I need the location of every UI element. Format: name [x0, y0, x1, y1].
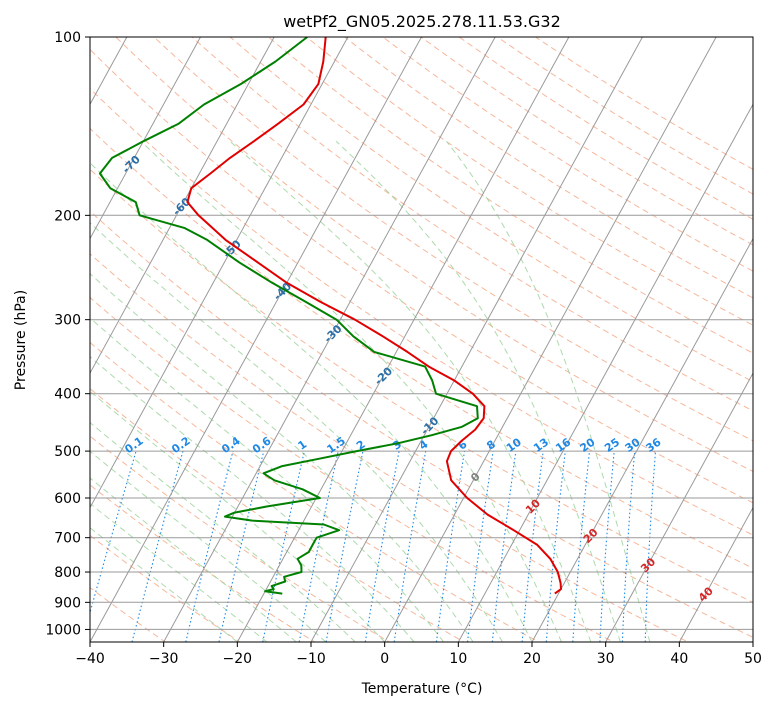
x-tick-label: 50 [744, 651, 762, 667]
y-tick-label: 300 [54, 313, 81, 329]
y-tick-label: 900 [54, 595, 81, 611]
y-tick-label: 800 [54, 565, 81, 581]
y-tick-label: 500 [54, 444, 81, 460]
x-tick-label: 30 [597, 651, 615, 667]
x-tick-label: −30 [149, 651, 179, 667]
x-tick-label: −20 [223, 651, 253, 667]
y-tick-label: 400 [54, 387, 81, 403]
x-tick-label: 10 [449, 651, 467, 667]
y-tick-label: 200 [54, 208, 81, 224]
x-tick-label: −10 [296, 651, 326, 667]
y-tick-label: 700 [54, 531, 81, 547]
y-axis-label: Pressure (hPa) [13, 290, 29, 390]
x-tick-label: 40 [670, 651, 688, 667]
x-tick-label: −40 [75, 651, 105, 667]
chart-title: wetPf2_GN05.2025.278.11.53.G32 [283, 12, 561, 32]
x-tick-label: 20 [523, 651, 541, 667]
y-tick-label: 100 [54, 30, 81, 46]
x-tick-label: 0 [380, 651, 389, 667]
x-axis-label: Temperature (°C) [361, 681, 483, 697]
y-tick-label: 600 [54, 491, 81, 507]
y-tick-label: 1000 [45, 622, 81, 638]
